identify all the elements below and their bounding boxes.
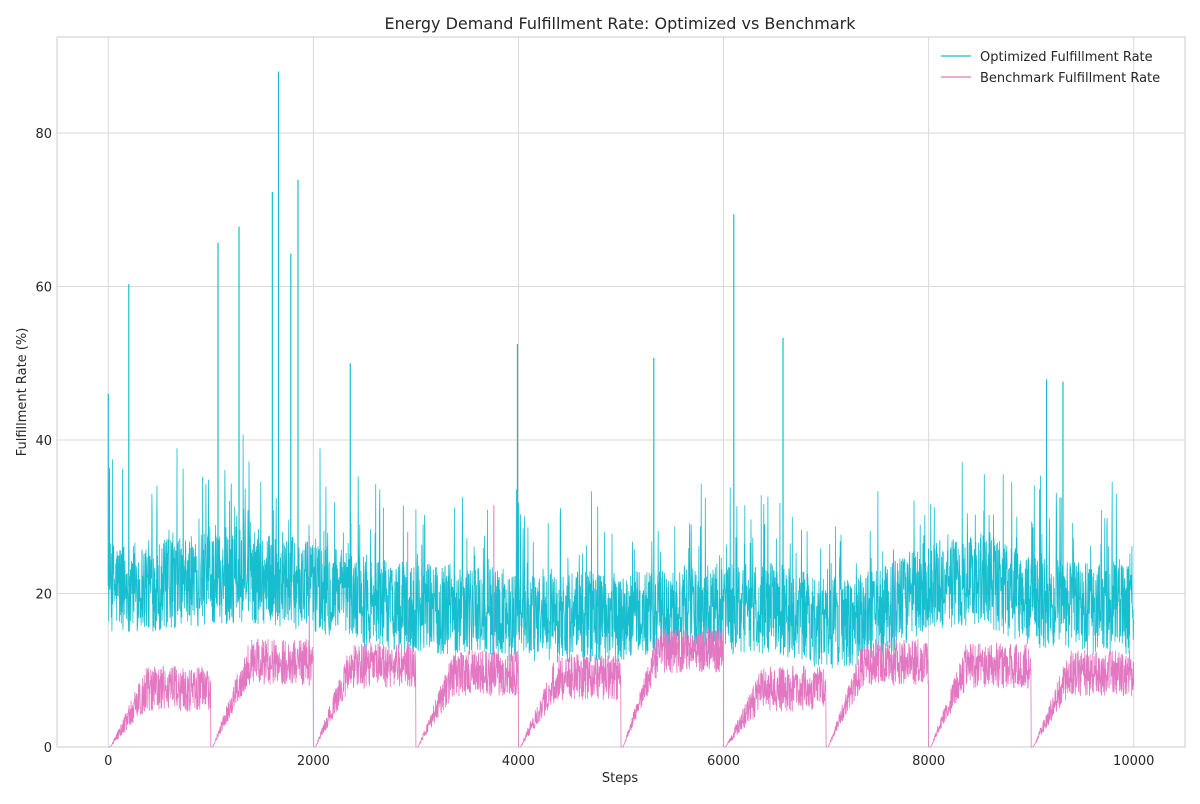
y-tick-label: 0 [44,741,52,756]
x-tick-label: 6000 [707,754,740,769]
series-layer [107,71,1135,748]
x-tick-label: 8000 [912,754,945,769]
x-axis-label: Steps [602,771,639,786]
series-line-benchmark [108,627,1135,748]
y-tick-label: 20 [35,587,52,602]
y-tick-label: 80 [35,127,52,142]
legend-label-optimized: Optimized Fulfillment Rate [980,50,1153,65]
y-axis-label: Fulfillment Rate (%) [15,328,30,457]
x-tick-label: 0 [104,754,112,769]
legend: Optimized Fulfillment Rate Benchmark Ful… [941,50,1160,86]
legend-label-benchmark: Benchmark Fulfillment Rate [980,71,1160,86]
y-tick-label: 60 [35,280,52,295]
x-tick-label: 10000 [1113,754,1154,769]
series-line-optimized [107,434,1135,669]
x-tick-label: 2000 [297,754,330,769]
x-tick-label: 4000 [502,754,535,769]
grid-layer [57,37,1185,748]
tick-layer: 0 2000 4000 6000 8000 10000 0 20 40 60 80 [35,127,1154,769]
chart-title: Energy Demand Fulfillment Rate: Optimize… [384,14,856,33]
y-tick-label: 40 [35,434,52,449]
